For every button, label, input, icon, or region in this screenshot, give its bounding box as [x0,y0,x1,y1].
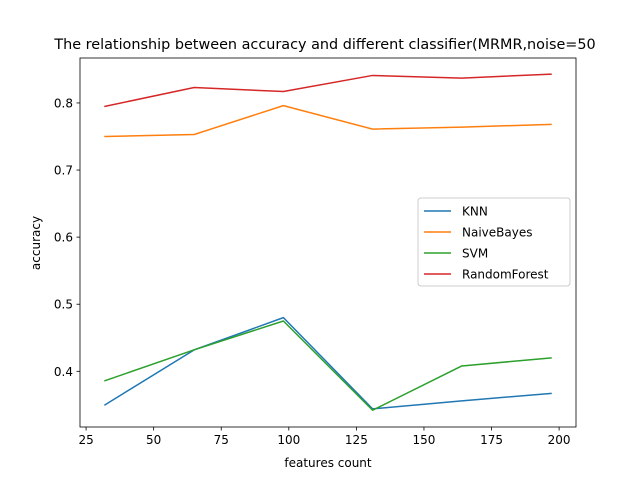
series-line-randomforest [104,73,552,108]
x-tick-label: 175 [480,433,503,447]
x-tick-label: 100 [277,433,300,447]
plot-lines [103,73,552,411]
x-tick-label: 200 [548,433,571,447]
y-axis-label: accuracy [29,216,43,270]
legend: KNN NaiveBayes SVM RandomForest [417,197,571,287]
legend-label-knn: KNN [462,205,488,219]
x-tick-label: 125 [345,433,368,447]
series-line-naivebayes [104,104,552,138]
plot-frame [79,57,577,428]
x-tick-label: 150 [413,433,436,447]
legend-box [417,197,571,287]
x-tick-label: 25 [78,433,93,447]
x-axis-label: features count [284,456,372,470]
axes [79,57,577,428]
series-line-knn [103,316,552,410]
y-tick-label: 0.4 [54,365,73,379]
legend-label-naivebayes: NaiveBayes [462,226,532,240]
series-line-svm [104,320,552,411]
x-tick-label: 50 [146,433,161,447]
y-tick-label: 0.6 [54,231,73,245]
x-tick-label: 75 [214,433,229,447]
legend-label-svm: SVM [462,247,488,261]
y-tick-label: 0.7 [54,164,73,178]
ticks: 25 50 75 100 125 150 175 200 0.4 0.5 0.6 0.7 0.8 [54,96,571,447]
chart-title: The relationship between accuracy and di… [53,37,595,53]
y-tick-label: 0.5 [54,298,73,312]
y-tick-label: 0.8 [54,96,73,110]
legend-label-randomforest: RandomForest [462,268,549,282]
